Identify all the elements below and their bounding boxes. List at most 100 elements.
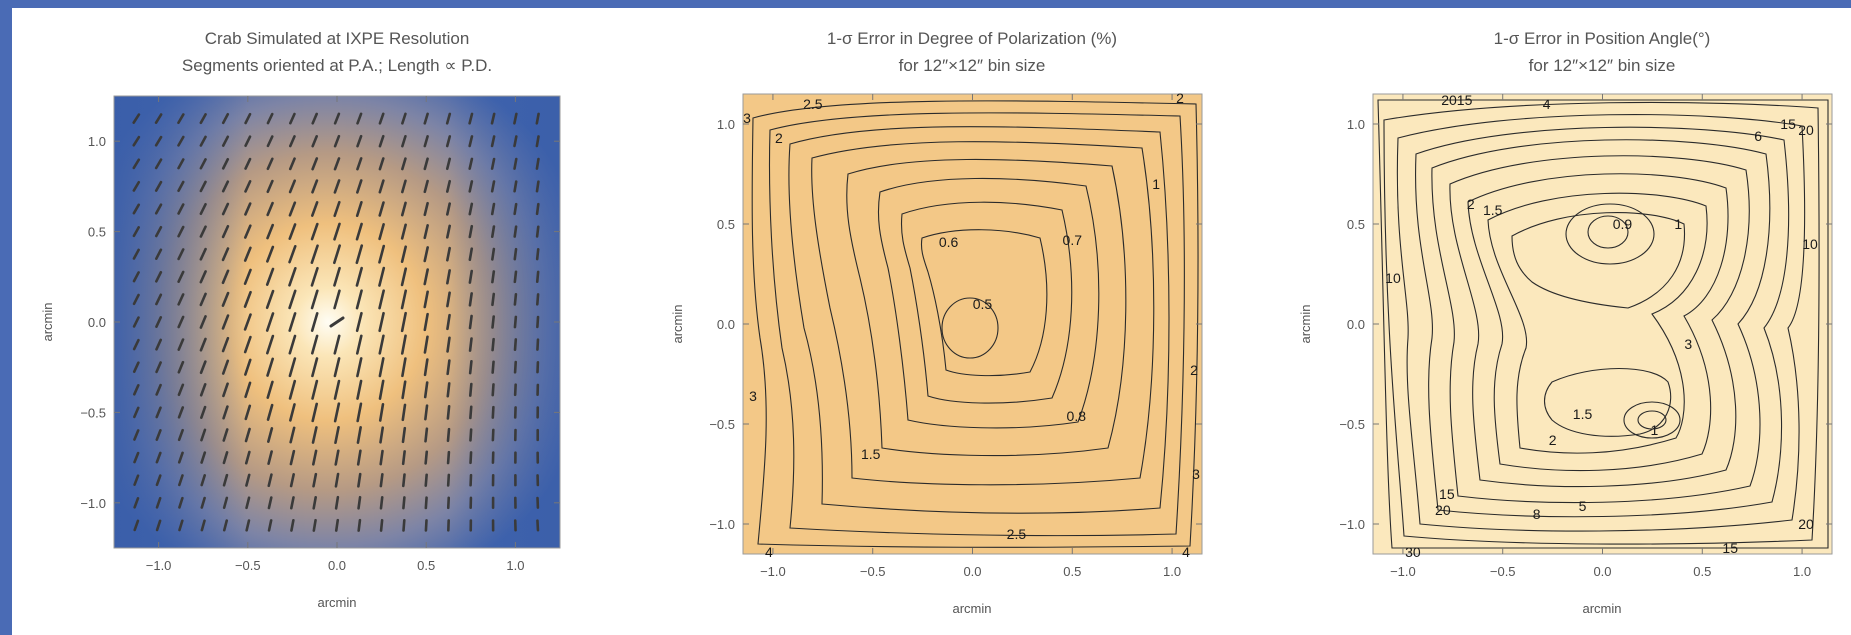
polarization-segment [355, 222, 363, 241]
polarization-segment [423, 358, 429, 377]
polarization-segments [132, 112, 540, 532]
contour-label: 30 [1405, 544, 1421, 560]
polarization-segment [535, 248, 540, 261]
polarization-segment [245, 473, 251, 487]
polarization-segment [446, 291, 451, 308]
polarization-segment [535, 270, 540, 283]
polarization-segment [133, 474, 140, 486]
polarization-segment [132, 338, 140, 351]
polarization-segment [222, 519, 229, 532]
polarization-segment-center [329, 316, 345, 328]
polarization-segment [310, 312, 319, 332]
polarization-segment [177, 451, 184, 464]
polarization-segment [155, 519, 162, 532]
chart1-subtitle: Segments oriented at P.A.; Length ∝ P.D. [182, 56, 492, 75]
polarization-segment [491, 383, 495, 397]
polarization-segment [423, 201, 429, 217]
polarization-segment [155, 361, 162, 374]
polarization-segment [334, 449, 340, 466]
polarization-segment [288, 157, 296, 171]
polarization-segment [469, 405, 473, 420]
polarization-segment [513, 315, 518, 329]
polarization-segment [333, 334, 341, 355]
contour-label: 3 [1192, 466, 1200, 482]
x-tick-label: 0.0 [328, 558, 346, 573]
polarization-segment [243, 224, 252, 239]
polarization-segment [468, 247, 474, 262]
polarization-segment [133, 519, 140, 532]
polarization-segment [178, 519, 184, 532]
y-tick-label: 0.5 [717, 217, 735, 232]
polarization-segment [400, 334, 407, 355]
polarization-segment [200, 474, 207, 487]
polarization-segment [132, 113, 141, 124]
polarization-segment [423, 335, 429, 354]
contour-label: 2.5 [803, 96, 823, 112]
polarization-segment [199, 292, 207, 307]
polarization-segment [445, 179, 452, 193]
polarization-segment [222, 473, 229, 487]
polarization-segment [244, 381, 252, 399]
polarization-segment [468, 382, 473, 397]
polarization-segment [132, 180, 141, 192]
polarization-segment [468, 292, 473, 307]
polarization-segment [445, 202, 452, 216]
chart3-subtitle: for 12″×12″ bin size [1529, 56, 1676, 75]
y-tick-label: −0.5 [80, 405, 106, 420]
polarization-segment [356, 357, 363, 378]
polarization-segment [288, 266, 297, 287]
polarization-segment [423, 246, 429, 263]
polarization-segment [155, 451, 162, 464]
polarization-segment [333, 402, 341, 423]
polarization-segment [311, 379, 319, 400]
polarization-segment [468, 112, 474, 125]
contour-label: 2.5 [1007, 526, 1027, 542]
panel-position-angle-error: 1-σ Error in Position Angle(°) for 12″×1… [1298, 29, 1833, 616]
polarization-segment [266, 179, 274, 194]
polarization-segment [401, 450, 406, 466]
polarization-segment [221, 202, 230, 216]
polarization-segment [424, 496, 428, 510]
y-tick-label: 1.0 [1347, 117, 1365, 132]
polarization-segment [311, 157, 319, 171]
y-tick-label: 1.0 [717, 117, 735, 132]
polarization-segment [266, 201, 274, 217]
figure-canvas: Crab Simulated at IXPE Resolution Segmen… [12, 8, 1851, 635]
contour-label: 0.5 [973, 296, 993, 312]
contour-label: 1.5 [1483, 202, 1503, 218]
polarization-segment [491, 315, 495, 329]
polarization-segment [177, 225, 185, 238]
contour-label: 20 [1798, 122, 1814, 138]
polarization-segment [356, 134, 363, 148]
polarization-segment [513, 225, 518, 238]
x-tick-label: 0.0 [1593, 564, 1611, 579]
polarization-segment [221, 157, 230, 170]
polarization-segment [468, 359, 473, 375]
polarization-segment [177, 293, 185, 306]
x-tick-label: 1.0 [1793, 564, 1811, 579]
y-tick-label: 0.5 [88, 225, 106, 240]
polarization-segment [401, 403, 407, 422]
polarization-segment [379, 518, 384, 532]
contour-label: 3 [1684, 336, 1692, 352]
polarization-segment [333, 157, 341, 171]
polarization-segment [490, 180, 496, 193]
chart2-subtitle: for 12″×12″ bin size [899, 56, 1046, 75]
polarization-segment [177, 338, 185, 351]
polarization-segment [401, 380, 407, 400]
chart2-contour-labels: 0.5 0.6 0.7 0.8 1 1.5 2 2 2.5 2.5 2 3 3 3 4 4 [743, 90, 1200, 560]
polarization-segment [400, 267, 408, 287]
polarization-segment [356, 379, 363, 400]
polarization-segment [132, 135, 141, 147]
polarization-segment [446, 473, 451, 487]
polarization-segment [445, 112, 452, 125]
polarization-segment [221, 336, 230, 353]
polarization-segment [200, 428, 207, 442]
chart2-xlabel: arcmin [952, 601, 991, 616]
polarization-segment [221, 359, 230, 375]
polarization-segment [491, 270, 496, 284]
contour-label: 0.7 [1063, 232, 1083, 248]
polarization-segment [311, 112, 318, 125]
y-tick-label: −0.5 [1339, 417, 1365, 432]
